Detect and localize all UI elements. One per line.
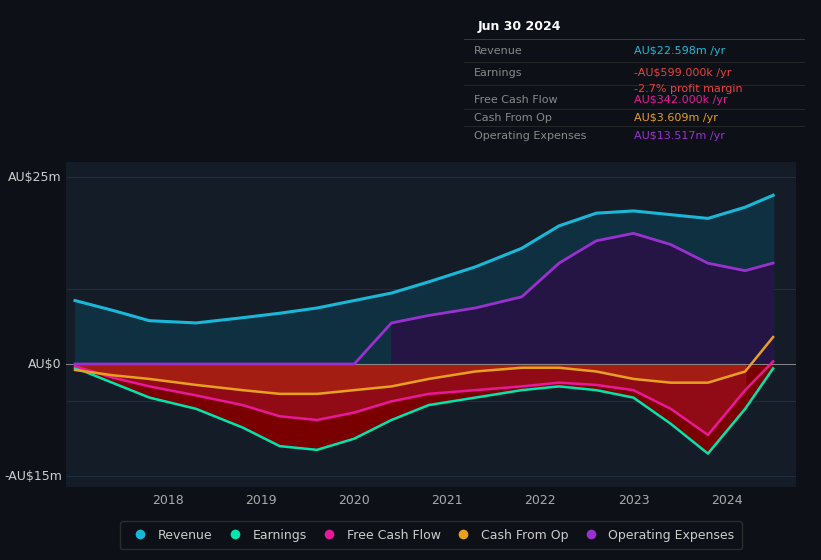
Text: Free Cash Flow: Free Cash Flow	[474, 95, 557, 105]
Text: -AU$599.000k /yr: -AU$599.000k /yr	[635, 68, 732, 78]
Legend: Revenue, Earnings, Free Cash Flow, Cash From Op, Operating Expenses: Revenue, Earnings, Free Cash Flow, Cash …	[120, 521, 742, 549]
Text: Cash From Op: Cash From Op	[474, 113, 552, 123]
Text: AU$3.609m /yr: AU$3.609m /yr	[635, 113, 718, 123]
Text: Revenue: Revenue	[474, 46, 523, 56]
Text: Jun 30 2024: Jun 30 2024	[478, 20, 561, 33]
Text: Operating Expenses: Operating Expenses	[474, 131, 586, 141]
Text: Earnings: Earnings	[474, 68, 523, 78]
Text: AU$22.598m /yr: AU$22.598m /yr	[635, 46, 726, 56]
Text: AU$13.517m /yr: AU$13.517m /yr	[635, 131, 725, 141]
Text: AU$342.000k /yr: AU$342.000k /yr	[635, 95, 728, 105]
Text: AU$25m: AU$25m	[8, 171, 62, 184]
Text: AU$0: AU$0	[29, 357, 62, 371]
Text: -2.7% profit margin: -2.7% profit margin	[635, 85, 743, 95]
Text: -AU$15m: -AU$15m	[4, 469, 62, 483]
